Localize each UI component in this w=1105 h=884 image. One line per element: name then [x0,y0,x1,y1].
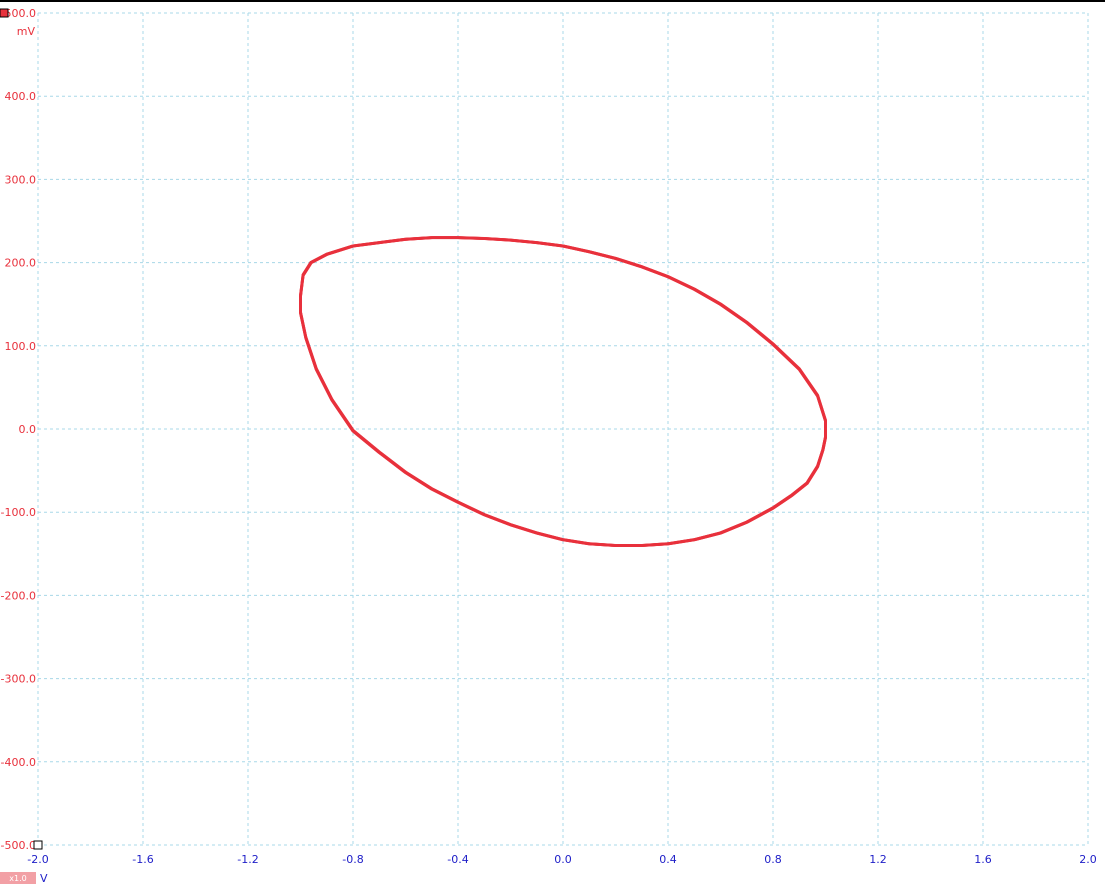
x-tick-labels: -2.0 -1.6 -1.2 -0.8 -0.4 0.0 0.4 0.8 1.2 1.6 2.0 [27,853,1096,866]
x-tick-label: 0.0 [554,853,572,866]
y-tick-label: 300.0 [5,173,37,186]
y-axis-unit-label: mV [17,25,36,38]
trace-line-pass [299,237,826,547]
y-tick-label: -300.0 [1,673,36,686]
channel-marker-icon[interactable] [0,8,9,18]
trace-line-pass [299,236,826,546]
trace-line-pass [300,237,827,547]
grid-lines [37,12,1089,846]
origin-marker-icon[interactable] [33,840,43,850]
x-tick-label: 1.2 [869,853,887,866]
y-tick-label: 200.0 [5,257,37,270]
y-tick-label: -400.0 [1,756,36,769]
x-tick-label: -2.0 [27,853,48,866]
y-tick-label: 100.0 [5,340,37,353]
x-tick-label: 2.0 [1079,853,1097,866]
x-tick-label: 1.6 [974,853,992,866]
x-axis-unit-label: V [40,872,48,884]
trace-line-pass [300,236,827,546]
x-tick-label: -0.4 [447,853,468,866]
x-tick-label: 0.8 [764,853,782,866]
y-tick-label: 400.0 [5,90,37,103]
zoom-badge[interactable] [0,872,36,884]
y-tick-label: -200.0 [1,589,36,602]
zoom-badge-label: x1.0 [9,874,26,883]
x-tick-label: -0.8 [342,853,363,866]
x-tick-label: -1.6 [132,853,153,866]
y-tick-label: -500.0 [1,839,36,852]
xy-trace [299,236,827,547]
y-tick-label: 500.0 [5,7,37,20]
y-tick-label: -100.0 [1,506,36,519]
y-tick-label: 0.0 [19,423,37,436]
x-tick-label: 0.4 [659,853,677,866]
y-tick-labels: 500.0 400.0 300.0 200.0 100.0 0.0 -100.0 -200.0… [1,7,36,852]
x-tick-label: -1.2 [237,853,258,866]
